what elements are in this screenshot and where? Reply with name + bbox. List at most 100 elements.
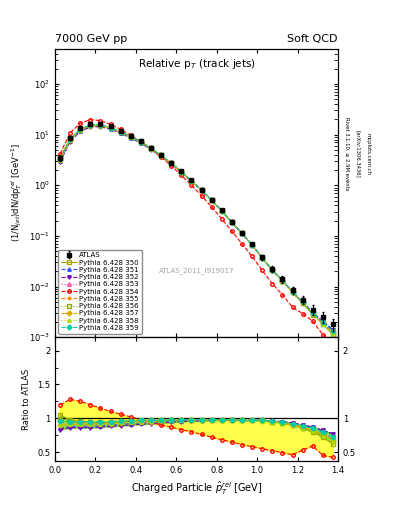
Pythia 6.428 356: [98, 122, 103, 128]
Pythia 6.428 351: [199, 187, 204, 194]
Pythia 6.428 351: [209, 197, 214, 203]
Pythia 6.428 350: [179, 169, 184, 175]
Pythia 6.428 356: [159, 153, 163, 159]
Pythia 6.428 350: [290, 289, 295, 295]
Pythia 6.428 351: [58, 158, 62, 164]
Line: Pythia 6.428 353: Pythia 6.428 353: [58, 123, 335, 334]
Pythia 6.428 351: [149, 146, 153, 152]
Pythia 6.428 352: [149, 146, 153, 153]
Pythia 6.428 353: [219, 208, 224, 214]
Pythia 6.428 350: [199, 187, 204, 194]
Pythia 6.428 357: [169, 160, 174, 166]
Pythia 6.428 350: [240, 230, 244, 237]
Pythia 6.428 356: [209, 197, 214, 203]
Pythia 6.428 355: [118, 129, 123, 135]
Pythia 6.428 352: [88, 124, 93, 130]
Pythia 6.428 350: [129, 134, 133, 140]
Pythia 6.428 351: [68, 138, 73, 144]
Pythia 6.428 357: [250, 242, 254, 248]
Pythia 6.428 355: [260, 255, 264, 261]
Pythia 6.428 357: [68, 137, 73, 143]
Pythia 6.428 353: [260, 255, 264, 261]
Pythia 6.428 357: [290, 289, 295, 295]
Pythia 6.428 351: [300, 299, 305, 305]
Pythia 6.428 358: [290, 289, 295, 295]
Pythia 6.428 353: [78, 126, 83, 133]
Pythia 6.428 355: [280, 278, 285, 284]
Pythia 6.428 358: [108, 125, 113, 131]
Pythia 6.428 359: [88, 122, 93, 128]
Pythia 6.428 357: [108, 125, 113, 132]
Pythia 6.428 354: [199, 193, 204, 199]
Pythia 6.428 354: [310, 318, 315, 324]
Pythia 6.428 359: [159, 153, 163, 159]
Pythia 6.428 358: [68, 137, 73, 143]
Pythia 6.428 352: [280, 277, 285, 283]
Pythia 6.428 354: [290, 304, 295, 310]
Pythia 6.428 351: [270, 267, 275, 273]
Pythia 6.428 351: [169, 160, 174, 166]
Pythia 6.428 359: [199, 187, 204, 193]
Pythia 6.428 356: [280, 278, 285, 284]
Pythia 6.428 353: [270, 267, 275, 273]
Pythia 6.428 354: [270, 281, 275, 287]
Pythia 6.428 354: [58, 151, 62, 157]
Pythia 6.428 352: [139, 140, 143, 146]
Pythia 6.428 359: [118, 129, 123, 135]
Pythia 6.428 359: [68, 136, 73, 142]
Pythia 6.428 355: [320, 320, 325, 326]
Pythia 6.428 350: [68, 136, 73, 142]
Pythia 6.428 359: [300, 299, 305, 305]
Pythia 6.428 358: [280, 278, 285, 284]
Pythia 6.428 351: [250, 242, 254, 248]
Text: Soft QCD: Soft QCD: [288, 33, 338, 44]
Pythia 6.428 357: [58, 157, 62, 163]
Pythia 6.428 354: [108, 121, 113, 127]
Text: mcplots.cern.ch: mcplots.cern.ch: [365, 133, 371, 175]
Pythia 6.428 352: [169, 161, 174, 167]
Pythia 6.428 357: [260, 255, 264, 261]
Pythia 6.428 356: [108, 124, 113, 131]
Pythia 6.428 352: [68, 138, 73, 144]
Pythia 6.428 353: [331, 329, 335, 335]
Pythia 6.428 359: [189, 178, 194, 184]
Pythia 6.428 352: [300, 299, 305, 305]
Pythia 6.428 350: [250, 242, 254, 248]
Line: Pythia 6.428 359: Pythia 6.428 359: [58, 123, 335, 333]
Pythia 6.428 358: [118, 129, 123, 135]
Pythia 6.428 350: [139, 139, 143, 145]
Pythia 6.428 359: [78, 126, 83, 132]
Pythia 6.428 356: [139, 139, 143, 145]
Pythia 6.428 352: [310, 310, 315, 316]
Line: Pythia 6.428 352: Pythia 6.428 352: [58, 125, 335, 332]
Pythia 6.428 355: [58, 156, 62, 162]
Pythia 6.428 359: [108, 124, 113, 131]
Pythia 6.428 350: [108, 125, 113, 131]
Pythia 6.428 350: [98, 122, 103, 129]
Pythia 6.428 358: [88, 122, 93, 129]
Pythia 6.428 351: [331, 327, 335, 333]
Pythia 6.428 356: [78, 126, 83, 132]
Text: Relative p$_T$ (track jets): Relative p$_T$ (track jets): [138, 57, 255, 71]
Pythia 6.428 356: [129, 134, 133, 140]
Pythia 6.428 358: [300, 300, 305, 306]
Pythia 6.428 350: [219, 208, 224, 214]
Pythia 6.428 358: [139, 139, 143, 145]
Pythia 6.428 357: [300, 300, 305, 306]
Pythia 6.428 355: [209, 197, 214, 203]
Pythia 6.428 359: [129, 134, 133, 140]
Pythia 6.428 351: [260, 255, 264, 261]
Pythia 6.428 353: [199, 187, 204, 193]
Pythia 6.428 356: [149, 145, 153, 152]
Pythia 6.428 354: [169, 163, 174, 169]
Pythia 6.428 353: [169, 160, 174, 166]
Pythia 6.428 355: [88, 122, 93, 128]
Pythia 6.428 351: [118, 130, 123, 136]
Pythia 6.428 351: [290, 289, 295, 295]
Pythia 6.428 355: [108, 124, 113, 131]
Text: [arXiv:1306.3436]: [arXiv:1306.3436]: [356, 130, 361, 178]
Pythia 6.428 359: [280, 278, 285, 284]
Pythia 6.428 357: [129, 134, 133, 140]
Pythia 6.428 357: [230, 219, 234, 225]
Pythia 6.428 356: [189, 178, 194, 184]
